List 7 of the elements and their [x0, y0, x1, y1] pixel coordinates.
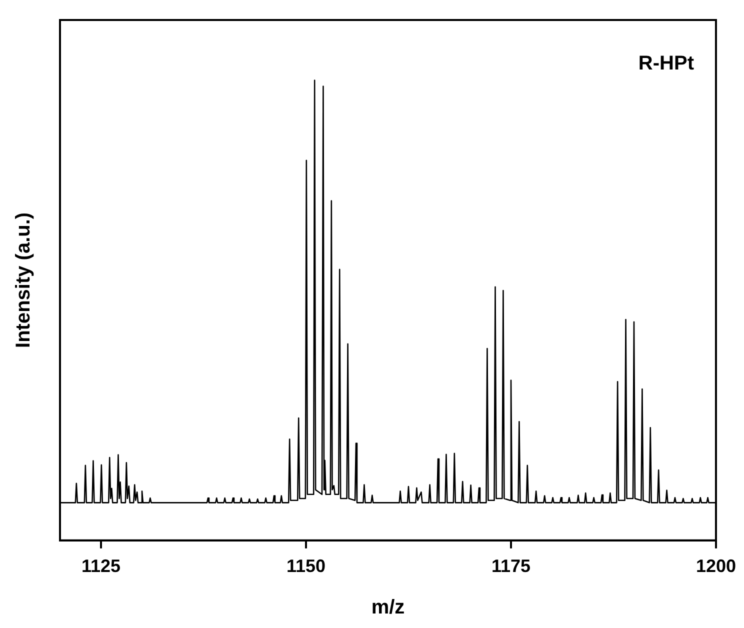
x-tick-label: 1125 [81, 556, 121, 576]
x-tick-label: 1175 [491, 556, 531, 576]
x-tick-label: 1150 [286, 556, 326, 576]
x-tick-label: 1200 [696, 556, 736, 576]
y-axis-title: Intensity (a.u.) [12, 212, 35, 348]
x-axis-title: m/z [371, 596, 405, 619]
chart-title: R-HPt [638, 52, 694, 75]
